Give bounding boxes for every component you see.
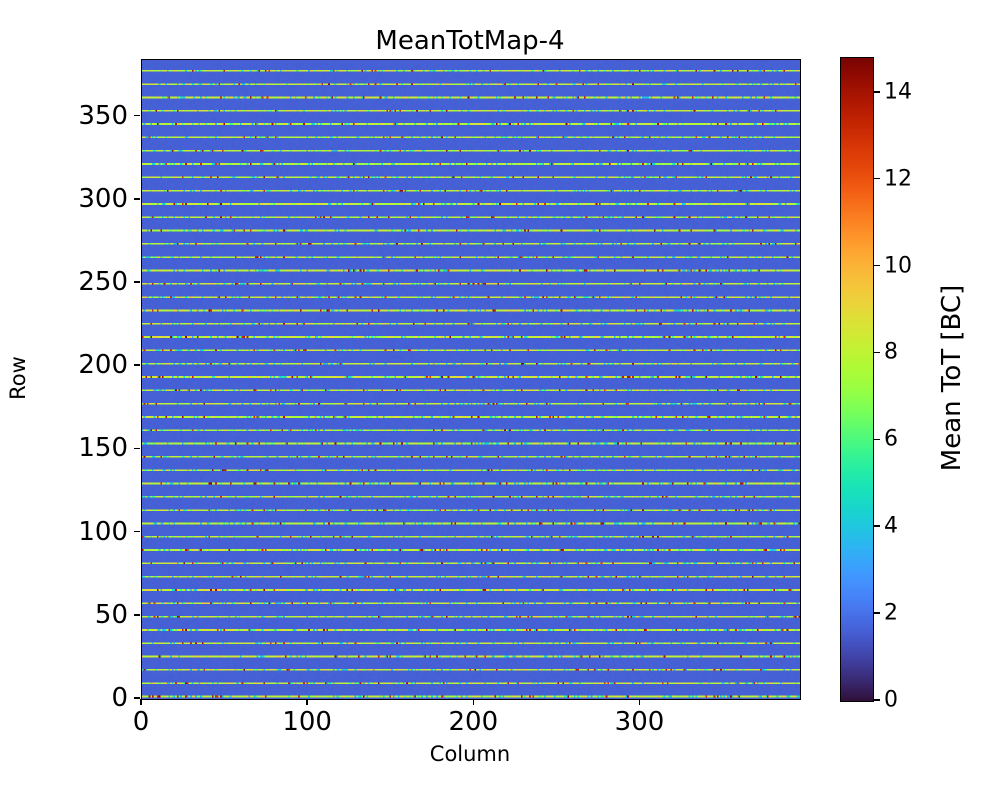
colorbar-tick bbox=[874, 699, 880, 701]
colorbar-tick-label: 10 bbox=[884, 253, 912, 279]
colorbar[interactable] bbox=[840, 57, 874, 702]
x-axis-tick-label: 200 bbox=[448, 707, 499, 737]
colorbar-tick-label: 2 bbox=[884, 600, 898, 626]
colorbar-label: Mean ToT [BC] bbox=[937, 284, 967, 472]
x-axis-tick bbox=[140, 699, 142, 705]
heatmap-plot-area[interactable] bbox=[141, 59, 801, 700]
colorbar-tick bbox=[874, 351, 880, 354]
colorbar-tick bbox=[874, 438, 880, 441]
y-axis-tick-label: 100 bbox=[78, 516, 128, 547]
colorbar-tick-label: 12 bbox=[884, 166, 912, 192]
y-axis-tick bbox=[134, 114, 140, 117]
y-axis-tick-label: 250 bbox=[78, 266, 128, 297]
colorbar-tick-label: 4 bbox=[884, 513, 898, 539]
y-axis-tick-label: 350 bbox=[78, 100, 128, 131]
y-axis-tick bbox=[134, 697, 140, 699]
colorbar-tick-label: 0 bbox=[884, 687, 898, 713]
y-axis-tick bbox=[134, 447, 140, 450]
colorbar-tick bbox=[874, 612, 880, 614]
colorbar-tick bbox=[874, 264, 880, 267]
x-axis-tick bbox=[472, 699, 475, 705]
y-axis-tick-label: 200 bbox=[78, 350, 128, 381]
colorbar-tick bbox=[874, 525, 880, 527]
y-axis-tick-label: 150 bbox=[78, 433, 128, 464]
y-axis-tick-label: 0 bbox=[111, 683, 128, 713]
colorbar-gradient bbox=[841, 58, 873, 701]
page-title: MeanTotMap-4 bbox=[375, 26, 565, 56]
x-axis-tick-label: 300 bbox=[614, 707, 665, 737]
x-axis-tick-label: 0 bbox=[132, 707, 150, 737]
x-axis-tick bbox=[306, 699, 308, 705]
x-axis-label: Column bbox=[429, 742, 511, 766]
y-axis-tick bbox=[134, 613, 140, 616]
x-axis-tick bbox=[638, 699, 641, 705]
heatmap-image bbox=[142, 60, 800, 699]
y-axis-tick-label: 50 bbox=[94, 599, 128, 630]
x-axis-tick-label: 100 bbox=[282, 707, 332, 737]
y-axis-tick bbox=[134, 281, 140, 283]
y-axis-label: Row bbox=[6, 356, 30, 400]
colorbar-tick-label: 6 bbox=[884, 426, 898, 452]
y-axis-tick-label: 300 bbox=[78, 183, 128, 214]
y-axis-tick bbox=[134, 530, 140, 533]
colorbar-tick bbox=[874, 90, 880, 93]
y-axis-tick bbox=[134, 364, 140, 366]
colorbar-tick-label: 14 bbox=[884, 79, 912, 105]
colorbar-tick-label: 8 bbox=[884, 339, 898, 365]
colorbar-tick bbox=[874, 177, 880, 180]
y-axis-tick bbox=[134, 197, 140, 200]
